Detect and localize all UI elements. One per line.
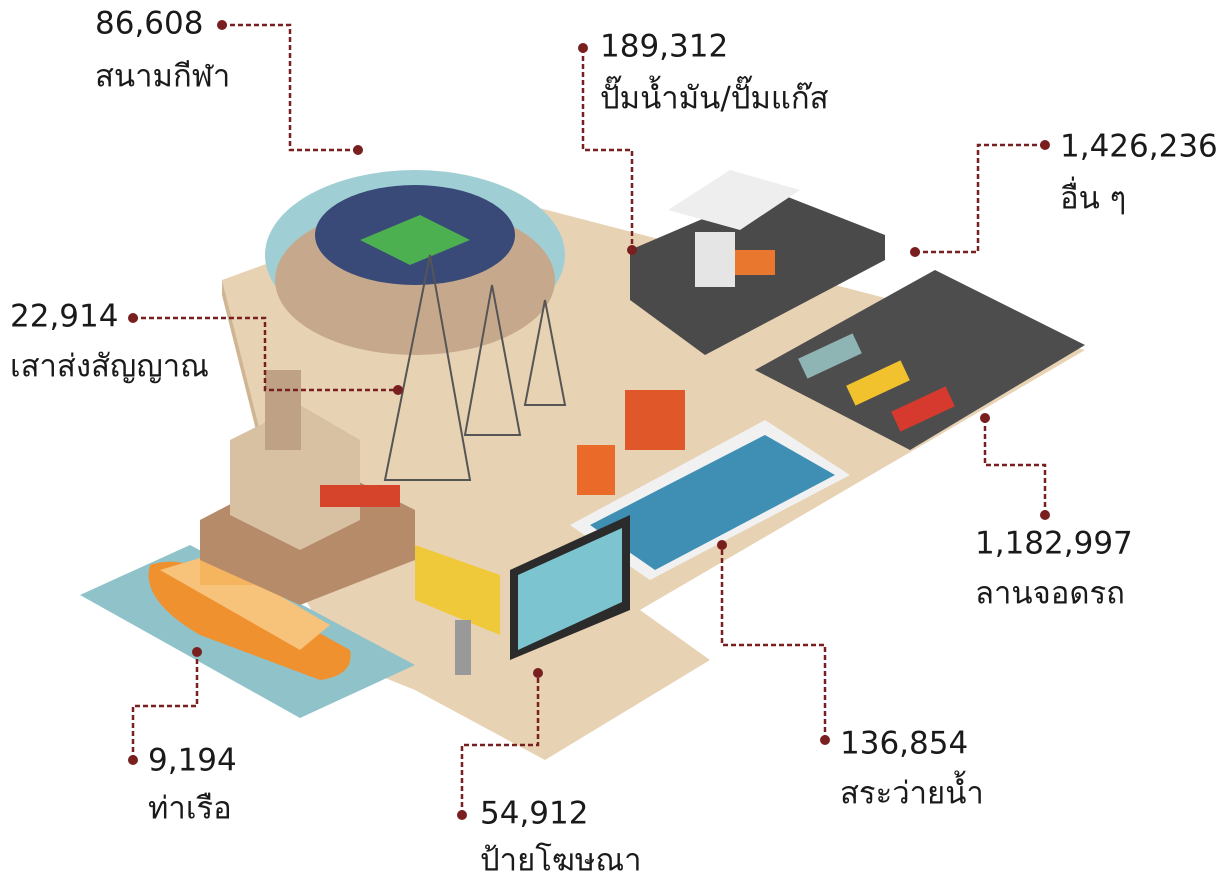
- leader-dot: [578, 43, 588, 53]
- leader-dot: [533, 668, 543, 678]
- callout-value: 1,182,997: [975, 526, 1133, 562]
- leader-dot: [820, 735, 830, 745]
- leader-line: [460, 673, 540, 815]
- leader-line: [131, 652, 199, 760]
- callout-label: ป้ายโฆษณา: [480, 843, 642, 877]
- callout-value: 189,312: [600, 29, 728, 65]
- callout-value: 136,854: [840, 726, 968, 762]
- leader-line: [983, 418, 1047, 515]
- leader-dot: [217, 20, 227, 30]
- callout-label: ปั๊มน้ำมัน/ปั๊มแก๊ส: [600, 76, 829, 117]
- callout-label: เสาส่งสัญญาณ: [10, 349, 209, 385]
- illustration: [80, 170, 1085, 760]
- leader-dot: [457, 810, 467, 820]
- leader-dot: [393, 385, 403, 395]
- leader-dot: [128, 755, 138, 765]
- leader-dot: [128, 313, 138, 323]
- leader-dot: [910, 247, 920, 257]
- callout-value: 54,912: [480, 796, 588, 832]
- callout-label: ลานจอดรถ: [975, 576, 1125, 612]
- leader-dot: [627, 245, 637, 255]
- callout-value: 1,426,236: [1060, 129, 1218, 165]
- leader-line: [133, 316, 398, 392]
- leader-dot: [192, 647, 202, 657]
- leader-dot: [717, 540, 727, 550]
- leader-dot: [1040, 510, 1050, 520]
- leader-dot: [353, 145, 363, 155]
- leader-line: [720, 545, 827, 740]
- callout-label: สนามกีฬา: [95, 59, 230, 95]
- leader-line: [915, 143, 1045, 254]
- callout-value: 22,914: [10, 299, 118, 335]
- leader-dot: [1040, 140, 1050, 150]
- leader-dot: [980, 413, 990, 423]
- leader-line: [222, 23, 358, 152]
- callouts: 86,608 สนามกีฬา 189,312 ปั๊มน้ำมัน/ปั๊มแก๊ส…: [10, 6, 1218, 879]
- leader-line: [581, 48, 634, 250]
- callout-value: 86,608: [95, 6, 203, 42]
- callout-label: ท่าเรือ: [148, 791, 232, 827]
- callout-label: อื่น ๆ: [1060, 177, 1126, 217]
- callout-value: 9,194: [148, 743, 237, 779]
- callout-label: สระว่ายน้ำ: [840, 771, 984, 812]
